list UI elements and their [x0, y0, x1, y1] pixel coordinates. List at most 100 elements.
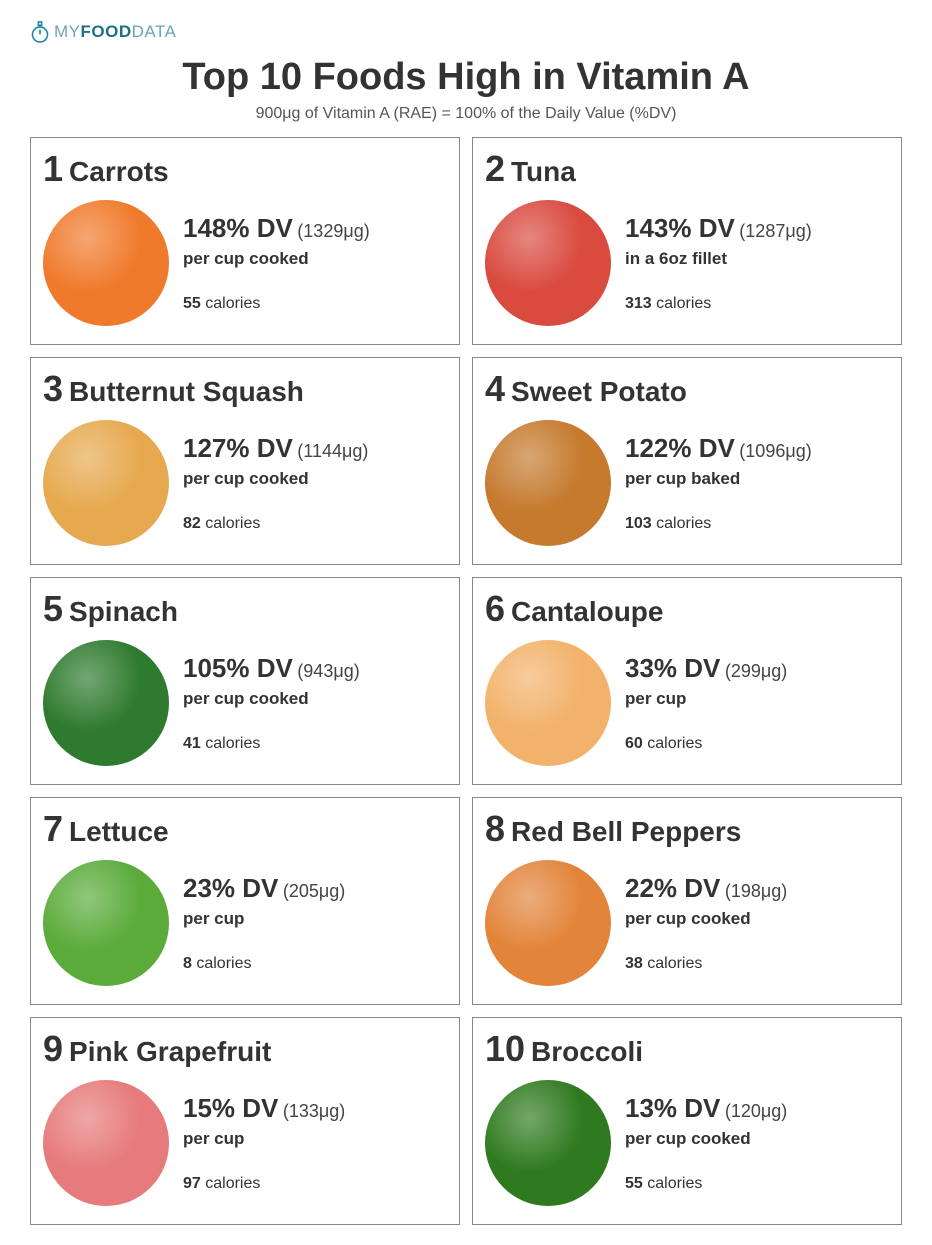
food-info: 15% DV (133μg)per cup97 calories [183, 1091, 345, 1195]
food-info: 22% DV (198μg)per cup cooked 38 calories [625, 871, 787, 975]
food-thumb [43, 640, 169, 766]
food-rank: 5 [43, 588, 63, 630]
dv-percent: 33% DV [625, 653, 720, 683]
dv-line: 13% DV (120μg) [625, 1091, 787, 1126]
serving-size: per cup cooked [183, 248, 370, 271]
food-info: 13% DV (120μg)per cup cooked 55 calories [625, 1091, 787, 1195]
calories-value: 8 [183, 955, 192, 972]
food-card: 5Spinach105% DV (943μg)per cup cooked41 … [30, 577, 460, 785]
logo-part2: FOOD [81, 22, 132, 41]
calories-line: 103 calories [625, 513, 812, 535]
dv-line: 127% DV (1144μg) [183, 431, 368, 466]
food-card-header: 8Red Bell Peppers [485, 808, 889, 850]
food-name: Cantaloupe [511, 596, 663, 628]
food-rank: 2 [485, 148, 505, 190]
food-name: Broccoli [531, 1036, 643, 1068]
calories-label: calories [643, 735, 703, 752]
dv-amount: (1287μg) [739, 221, 811, 241]
serving-size: per cup cooked [625, 908, 787, 931]
food-rank: 10 [485, 1028, 525, 1070]
dv-line: 105% DV (943μg) [183, 651, 360, 686]
dv-amount: (198μg) [725, 881, 787, 901]
calories-label: calories [652, 515, 712, 532]
food-card-body: 23% DV (205μg)per cup 8 calories [43, 860, 447, 986]
food-card: 8Red Bell Peppers 22% DV (198μg)per cup c… [472, 797, 902, 1005]
food-card-header: 1Carrots [43, 148, 447, 190]
dv-percent: 148% DV [183, 213, 293, 243]
dv-line: 143% DV (1287μg) [625, 211, 812, 246]
calories-value: 55 [183, 295, 201, 312]
page-title: Top 10 Foods High in Vitamin A [30, 56, 902, 99]
calories-line: 55 calories [183, 293, 370, 315]
food-thumb [485, 860, 611, 986]
calories-line: 55 calories [625, 1173, 787, 1195]
food-name: Sweet Potato [511, 376, 687, 408]
food-thumb [43, 1080, 169, 1206]
food-info: 33% DV (299μg)per cup 60 calories [625, 651, 787, 755]
calories-line: 82 calories [183, 513, 368, 535]
dv-percent: 23% DV [183, 873, 278, 903]
calories-label: calories [643, 955, 703, 972]
calories-value: 60 [625, 735, 643, 752]
serving-size: per cup [183, 908, 345, 931]
food-rank: 1 [43, 148, 63, 190]
calories-value: 41 [183, 735, 201, 752]
calories-value: 55 [625, 1175, 643, 1192]
dv-percent: 127% DV [183, 433, 293, 463]
dv-amount: (133μg) [283, 1101, 345, 1121]
dv-amount: (1096μg) [739, 441, 811, 461]
calories-label: calories [201, 735, 261, 752]
calories-line: 8 calories [183, 953, 345, 975]
food-info: 127% DV (1144μg)per cup cooked82 calorie… [183, 431, 368, 535]
food-name: Tuna [511, 156, 576, 188]
food-card: 10Broccoli 13% DV (120μg)per cup cooked 55… [472, 1017, 902, 1225]
food-grid: 1Carrots148% DV (1329μg)per cup cooked55… [30, 137, 902, 1225]
serving-size: per cup [625, 688, 787, 711]
food-thumb [43, 860, 169, 986]
food-thumb [43, 200, 169, 326]
food-card-body: 122% DV (1096μg)per cup baked103 calorie… [485, 420, 889, 546]
calories-line: 41 calories [183, 733, 360, 755]
food-rank: 4 [485, 368, 505, 410]
food-card-body: 148% DV (1329μg)per cup cooked55 calorie… [43, 200, 447, 326]
serving-size: per cup cooked [625, 1128, 787, 1151]
food-thumb [485, 420, 611, 546]
food-card-body: 143% DV (1287μg)in a 6oz fillet313 calor… [485, 200, 889, 326]
food-info: 23% DV (205μg)per cup 8 calories [183, 871, 345, 975]
dv-percent: 122% DV [625, 433, 735, 463]
food-name: Lettuce [69, 816, 169, 848]
dv-percent: 105% DV [183, 653, 293, 683]
food-card-header: 9Pink Grapefruit [43, 1028, 447, 1070]
calories-line: 60 calories [625, 733, 787, 755]
logo-part3: DATA [132, 22, 177, 41]
calories-value: 103 [625, 515, 652, 532]
calories-label: calories [201, 1175, 261, 1192]
food-card: 9Pink Grapefruit 15% DV (133μg)per cup97 … [30, 1017, 460, 1225]
food-card-body: 105% DV (943μg)per cup cooked41 calories [43, 640, 447, 766]
dv-line: 33% DV (299μg) [625, 651, 787, 686]
food-card: 6Cantaloupe33% DV (299μg)per cup60 calor… [472, 577, 902, 785]
food-thumb [485, 1080, 611, 1206]
calories-line: 38 calories [625, 953, 787, 975]
dv-percent: 143% DV [625, 213, 735, 243]
dv-line: 22% DV (198μg) [625, 871, 787, 906]
serving-size: per cup cooked [183, 688, 360, 711]
food-thumb [485, 640, 611, 766]
food-info: 105% DV (943μg)per cup cooked41 calories [183, 651, 360, 755]
food-card-header: 2Tuna [485, 148, 889, 190]
calories-line: 313 calories [625, 293, 812, 315]
food-card-body: 22% DV (198μg)per cup cooked 38 calories [485, 860, 889, 986]
calories-label: calories [652, 295, 712, 312]
dv-amount: (943μg) [297, 661, 359, 681]
food-card-header: 10Broccoli [485, 1028, 889, 1070]
food-name: Pink Grapefruit [69, 1036, 271, 1068]
food-thumb [43, 420, 169, 546]
food-card: 4Sweet Potato 122% DV (1096μg)per cup bak… [472, 357, 902, 565]
serving-size: in a 6oz fillet [625, 248, 812, 271]
food-card-header: 3Butternut Squash [43, 368, 447, 410]
dv-line: 23% DV (205μg) [183, 871, 345, 906]
food-card-body: 127% DV (1144μg)per cup cooked82 calorie… [43, 420, 447, 546]
logo-text: MYFOODDATA [54, 22, 176, 42]
food-card-body: 33% DV (299μg)per cup 60 calories [485, 640, 889, 766]
food-info: 148% DV (1329μg)per cup cooked55 calorie… [183, 211, 370, 315]
